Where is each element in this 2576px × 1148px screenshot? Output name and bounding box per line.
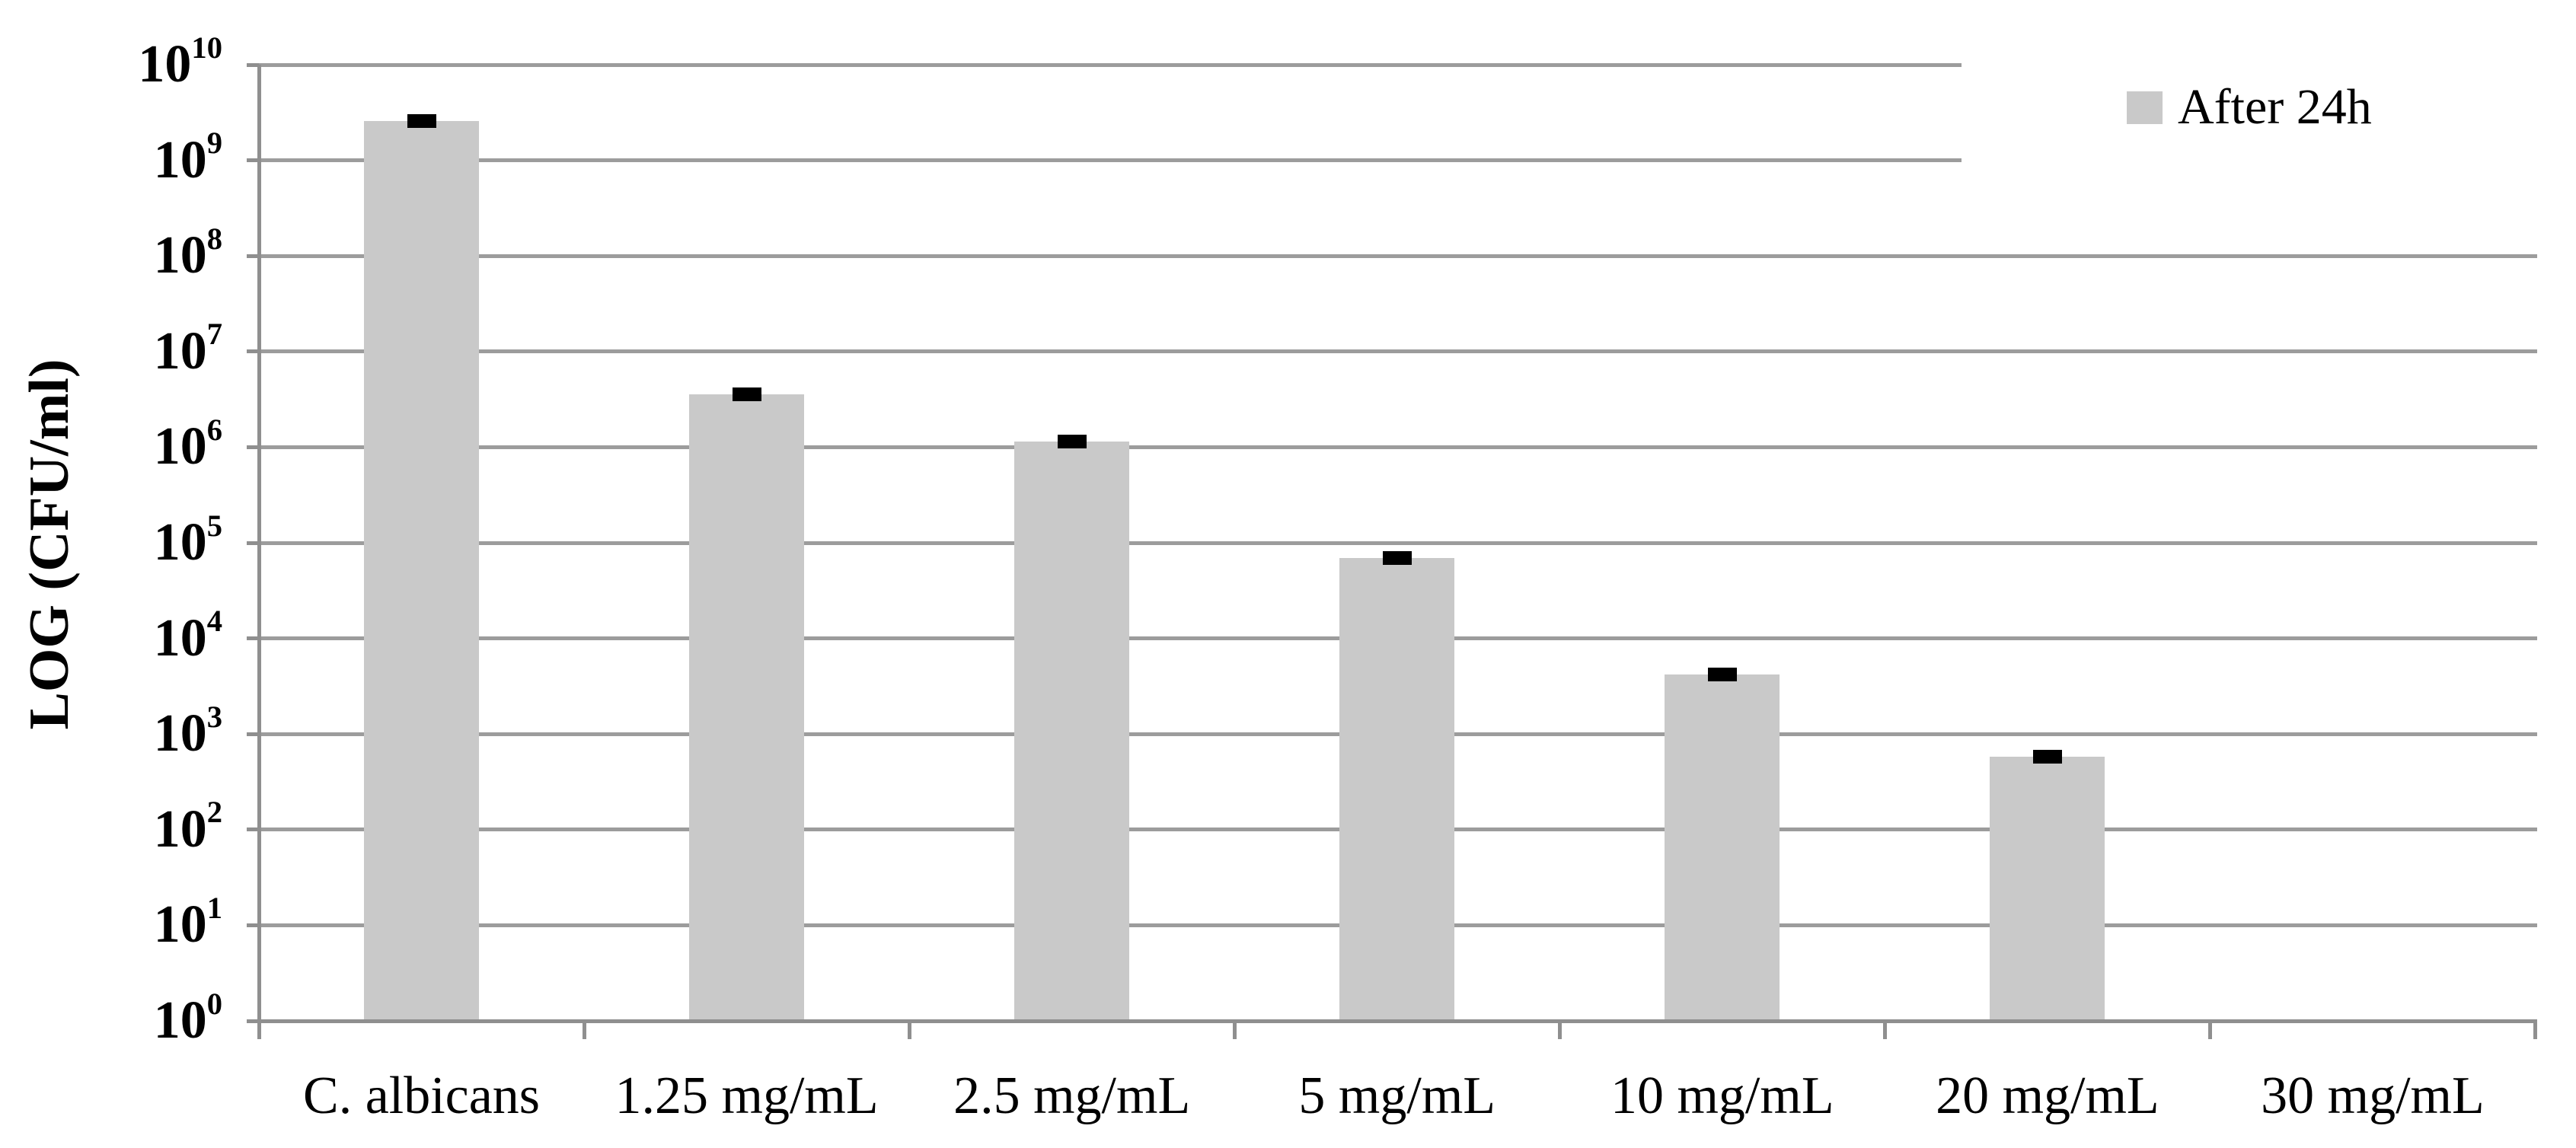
- y-tick: [247, 828, 259, 832]
- x-axis-line: [259, 1019, 2537, 1023]
- y-tick-label: 10 4: [153, 604, 222, 668]
- y-tick-base: 10: [153, 991, 207, 1050]
- gridline: [259, 158, 1962, 163]
- y-tick: [247, 62, 259, 67]
- x-category-label: 1.25 mg/mL: [614, 1067, 879, 1125]
- y-tick-label: 10 5: [153, 508, 222, 572]
- bar: [1665, 674, 1780, 1021]
- y-tick-base: 10: [153, 799, 207, 859]
- y-tick-base: 10: [153, 704, 207, 764]
- y-tick: [247, 636, 259, 641]
- y-tick-base: 10: [153, 417, 207, 477]
- y-tick: [247, 254, 259, 258]
- x-tick: [582, 1021, 586, 1039]
- y-tick: [247, 158, 259, 163]
- error-bar-cap: [1057, 434, 1087, 448]
- y-tick-label: 10 7: [153, 317, 222, 381]
- bar: [1339, 558, 1455, 1021]
- legend-swatch-icon: [2127, 91, 2163, 124]
- error-bar-cap: [2032, 750, 2062, 764]
- x-category-label: 10 mg/mL: [1610, 1067, 1834, 1125]
- y-tick-label: 10 8: [153, 221, 222, 285]
- legend-label: After 24h: [2178, 79, 2372, 135]
- bar: [1014, 441, 1130, 1021]
- gridline: [259, 541, 2537, 545]
- y-tick-label: 10 0: [153, 986, 222, 1050]
- gridline: [259, 254, 2537, 258]
- y-tick-base: 10: [138, 35, 192, 94]
- x-category-label: 30 mg/mL: [2261, 1067, 2485, 1125]
- x-category-label: 20 mg/mL: [1936, 1067, 2159, 1125]
- y-tick-label: 10 1: [153, 891, 222, 955]
- x-tick: [907, 1021, 911, 1039]
- y-tick-label: 10 2: [153, 795, 222, 859]
- y-tick-base: 10: [153, 130, 207, 190]
- x-tick: [1232, 1021, 1237, 1039]
- bar: [1990, 757, 2105, 1021]
- gridline: [259, 349, 2537, 354]
- gridline: [259, 62, 1962, 67]
- x-tick: [2533, 1021, 2537, 1039]
- x-tick: [257, 1021, 261, 1039]
- gridline: [259, 445, 2537, 449]
- y-tick-base: 10: [153, 226, 207, 285]
- y-tick: [247, 349, 259, 354]
- error-bar-cap: [1707, 668, 1737, 682]
- y-tick-label: 10 6: [153, 413, 222, 477]
- y-tick: [247, 541, 259, 545]
- bar: [364, 121, 480, 1021]
- y-tick: [247, 445, 259, 449]
- x-category-label: 5 mg/mL: [1298, 1067, 1496, 1125]
- y-axis-line: [257, 65, 261, 1039]
- error-bar-cap: [407, 114, 436, 129]
- error-bar-cap: [732, 387, 761, 402]
- y-tick-label: 10 9: [153, 126, 222, 190]
- y-tick: [247, 732, 259, 736]
- y-tick: [247, 1019, 259, 1023]
- y-tick: [247, 923, 259, 927]
- x-tick: [2207, 1021, 2212, 1039]
- y-tick-base: 10: [153, 608, 207, 668]
- error-bar-cap: [1382, 551, 1412, 566]
- bar: [689, 394, 805, 1021]
- y-tick-base: 10: [153, 513, 207, 572]
- y-tick-label: 10 10: [138, 30, 222, 94]
- x-tick: [1557, 1021, 1562, 1039]
- x-category-label: 2.5 mg/mL: [953, 1067, 1191, 1125]
- x-category-label: C. albicans: [303, 1067, 541, 1125]
- y-tick-base: 10: [153, 895, 207, 955]
- y-tick-label: 10 3: [153, 699, 222, 764]
- legend: After 24h: [2127, 71, 2372, 144]
- y-tick-base: 10: [153, 321, 207, 381]
- x-tick: [1882, 1021, 1887, 1039]
